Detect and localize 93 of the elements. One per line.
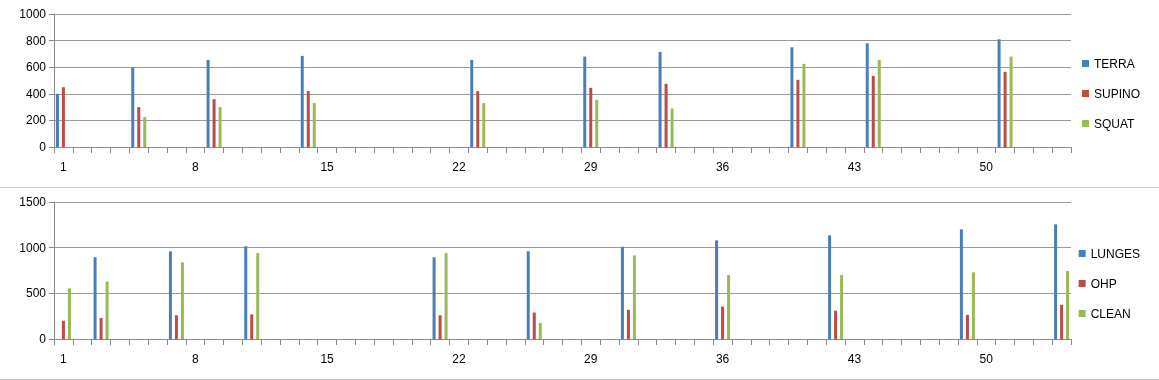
bar xyxy=(658,51,662,147)
bar xyxy=(802,63,806,147)
bar xyxy=(67,288,71,339)
bar xyxy=(959,229,963,339)
bar xyxy=(206,59,210,147)
bar xyxy=(871,75,875,147)
y-tick-label: 500 xyxy=(25,286,47,301)
x-tick-label: 50 xyxy=(979,352,994,366)
x-tick-label: 15 xyxy=(320,160,335,174)
x-tick-label: 1 xyxy=(60,352,68,366)
x-tick-label: 29 xyxy=(584,352,598,366)
bar xyxy=(444,253,448,339)
bar xyxy=(670,108,674,147)
bar xyxy=(250,314,254,339)
legend-label: TERRA xyxy=(1093,56,1135,71)
x-tick-label: 15 xyxy=(320,352,335,366)
y-tick-label: 600 xyxy=(25,60,47,75)
bar xyxy=(476,91,480,147)
bar xyxy=(583,56,587,147)
bar xyxy=(470,59,474,147)
legend-label: SUPINO xyxy=(1093,86,1141,101)
bar xyxy=(626,309,630,339)
bar xyxy=(137,107,141,147)
bar xyxy=(790,47,794,147)
bar xyxy=(589,87,593,147)
x-tick-label: 8 xyxy=(191,352,199,366)
x-tick-label: 29 xyxy=(584,160,598,174)
bar xyxy=(482,103,486,147)
bar xyxy=(865,43,869,147)
bar xyxy=(256,253,260,339)
x-tick-label: 43 xyxy=(847,160,862,174)
bar xyxy=(143,117,147,147)
bar xyxy=(55,93,59,147)
bar xyxy=(1009,56,1013,147)
y-tick-label: 400 xyxy=(25,86,47,101)
bar xyxy=(1060,304,1064,339)
x-tick-label: 43 xyxy=(847,352,862,366)
bar xyxy=(538,323,542,339)
bar xyxy=(300,55,304,147)
bar xyxy=(721,306,725,339)
bar xyxy=(595,99,599,147)
bar xyxy=(828,235,832,339)
x-tick-label: 36 xyxy=(715,352,730,366)
bar xyxy=(971,272,975,339)
y-tick-label: 1500 xyxy=(19,195,47,209)
bar xyxy=(131,67,135,147)
bar xyxy=(61,320,65,339)
x-tick-label: 50 xyxy=(979,160,994,174)
bar xyxy=(212,99,216,147)
y-tick-label: 1000 xyxy=(19,7,47,21)
bar xyxy=(840,275,844,339)
y-tick-label: 800 xyxy=(25,33,47,48)
x-tick-label: 22 xyxy=(452,160,466,174)
y-tick-label: 0 xyxy=(39,140,47,154)
bar xyxy=(632,255,636,339)
bar xyxy=(244,246,248,339)
bar xyxy=(432,257,436,339)
legend-label: OHP xyxy=(1090,276,1117,291)
bar xyxy=(796,79,800,147)
bar xyxy=(1003,71,1007,147)
x-tick-label: 22 xyxy=(452,352,466,366)
bar xyxy=(834,310,838,339)
bar xyxy=(168,251,172,339)
bar xyxy=(93,257,97,339)
y-tick-label: 200 xyxy=(25,113,47,128)
legend-label: LUNGES xyxy=(1090,246,1141,261)
x-tick-label: 36 xyxy=(715,160,730,174)
x-tick-label: 8 xyxy=(191,160,199,174)
bar xyxy=(1054,224,1058,339)
y-tick-label: 0 xyxy=(39,332,47,346)
bar xyxy=(997,39,1001,147)
bar xyxy=(61,87,65,147)
bar xyxy=(664,83,668,147)
bar xyxy=(99,317,103,339)
bar xyxy=(312,103,316,147)
bar xyxy=(877,59,881,147)
bar xyxy=(218,107,222,147)
bar xyxy=(620,246,624,339)
bar xyxy=(105,281,109,339)
bar xyxy=(965,314,969,339)
legend-label: CLEAN xyxy=(1090,306,1131,321)
bar xyxy=(180,262,184,339)
bar xyxy=(438,315,442,339)
x-tick-label: 1 xyxy=(60,160,68,174)
bar xyxy=(174,315,178,339)
bar xyxy=(526,251,530,339)
bar xyxy=(715,240,719,339)
y-tick-label: 1000 xyxy=(19,240,47,255)
bar xyxy=(727,275,731,339)
bar xyxy=(306,91,310,147)
legend-label: SQUAT xyxy=(1093,116,1136,131)
bar xyxy=(532,312,536,339)
bar xyxy=(1066,270,1070,339)
